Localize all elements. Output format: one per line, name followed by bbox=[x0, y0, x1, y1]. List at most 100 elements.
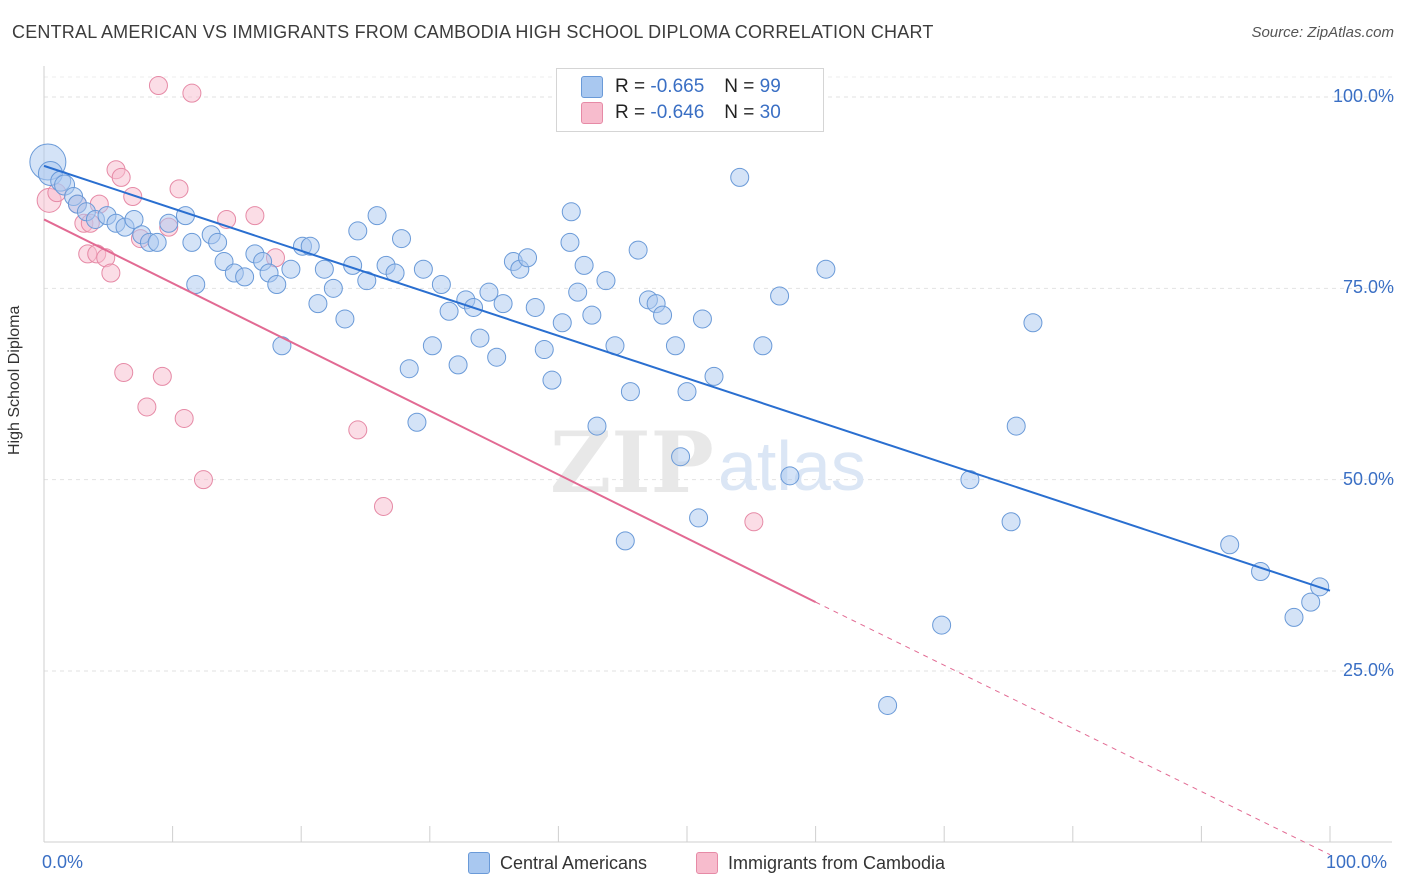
data-point bbox=[1284, 607, 1304, 627]
data-point bbox=[816, 259, 836, 279]
n-label: N = bbox=[724, 102, 755, 123]
data-point bbox=[470, 328, 490, 348]
series-legend: Central Americans Immigrants from Cambod… bbox=[0, 852, 1406, 876]
y-tick-label: 50.0% bbox=[1342, 468, 1394, 489]
y-axis-label: High School Diploma bbox=[6, 305, 23, 455]
data-point bbox=[704, 366, 724, 386]
r-value: -0.665 bbox=[650, 76, 705, 97]
legend-label: Immigrants from Cambodia bbox=[728, 852, 946, 873]
data-point bbox=[689, 508, 709, 528]
data-point bbox=[281, 259, 301, 279]
data-point bbox=[1001, 512, 1021, 532]
data-point bbox=[628, 240, 648, 260]
data-point bbox=[124, 209, 144, 229]
data-point bbox=[448, 355, 468, 375]
data-point bbox=[1301, 592, 1321, 612]
watermark-atlas: atlas bbox=[718, 427, 866, 505]
data-point bbox=[770, 286, 790, 306]
data-point bbox=[596, 271, 616, 291]
data-point bbox=[182, 83, 202, 103]
data-point bbox=[677, 382, 697, 402]
data-point bbox=[374, 496, 394, 516]
data-point bbox=[335, 309, 355, 329]
legend-item-cambodia: Immigrants from Cambodia bbox=[696, 852, 945, 874]
r-label: R = bbox=[615, 102, 646, 123]
data-point bbox=[1023, 313, 1043, 333]
data-point bbox=[493, 294, 513, 314]
data-point bbox=[182, 232, 202, 252]
r-value: -0.646 bbox=[650, 102, 705, 123]
data-point bbox=[932, 615, 952, 635]
data-point bbox=[479, 282, 499, 302]
data-point bbox=[367, 206, 387, 226]
data-point bbox=[422, 336, 442, 356]
data-point bbox=[392, 229, 412, 249]
correlation-legend: R = -0.665 N = 99 R = -0.646 N = 30 bbox=[556, 68, 824, 132]
trend-line bbox=[43, 164, 1331, 592]
data-point bbox=[431, 275, 451, 295]
data-point bbox=[300, 236, 320, 256]
n-label: N = bbox=[724, 76, 755, 97]
data-point bbox=[348, 420, 368, 440]
data-point bbox=[560, 232, 580, 252]
legend-swatch-cambodia bbox=[696, 852, 718, 874]
data-point bbox=[620, 382, 640, 402]
data-point bbox=[671, 447, 691, 467]
data-point bbox=[245, 206, 265, 226]
legend-row-cambodia: R = -0.646 N = 30 bbox=[581, 101, 781, 125]
data-point bbox=[111, 167, 131, 187]
y-tick-label: 75.0% bbox=[1342, 277, 1394, 298]
data-point bbox=[123, 186, 143, 206]
y-tick-label: 100.0% bbox=[1332, 86, 1394, 106]
data-point bbox=[235, 267, 255, 287]
data-point bbox=[878, 695, 898, 715]
data-point bbox=[272, 336, 292, 356]
data-point bbox=[744, 512, 764, 532]
data-point bbox=[525, 297, 545, 317]
data-point bbox=[159, 213, 179, 233]
data-point bbox=[665, 336, 685, 356]
legend-swatch-central-americans bbox=[581, 76, 603, 98]
data-point bbox=[137, 397, 157, 417]
data-point bbox=[308, 294, 328, 314]
legend-item-central-americans: Central Americans bbox=[468, 852, 647, 874]
data-point bbox=[1006, 416, 1026, 436]
data-point bbox=[542, 370, 562, 390]
source-note: Source: ZipAtlas.com bbox=[1251, 24, 1394, 41]
chart-title: CENTRAL AMERICAN VS IMMIGRANTS FROM CAMB… bbox=[12, 22, 934, 42]
data-point bbox=[169, 179, 189, 199]
legend-row-central-americans: R = -0.665 N = 99 bbox=[581, 75, 781, 99]
data-point bbox=[147, 232, 167, 252]
data-point bbox=[487, 347, 507, 367]
data-point bbox=[101, 263, 121, 283]
trend-line bbox=[43, 218, 817, 604]
legend-swatch-central-americans bbox=[468, 852, 490, 874]
y-tick-label: 25.0% bbox=[1342, 660, 1394, 680]
data-point bbox=[587, 416, 607, 436]
data-point bbox=[1220, 535, 1240, 555]
data-point bbox=[208, 232, 228, 252]
n-value: 99 bbox=[759, 76, 781, 97]
data-point bbox=[518, 248, 538, 268]
data-point bbox=[186, 275, 206, 295]
data-point bbox=[348, 221, 368, 241]
data-point bbox=[152, 366, 172, 386]
data-point bbox=[653, 305, 673, 325]
data-point bbox=[561, 202, 581, 222]
data-point bbox=[314, 259, 334, 279]
data-point bbox=[174, 408, 194, 428]
x-tick-label-min: 0.0% bbox=[42, 852, 84, 872]
data-point bbox=[193, 470, 213, 490]
data-point bbox=[399, 359, 419, 379]
data-point bbox=[267, 275, 287, 295]
data-point bbox=[552, 313, 572, 333]
data-point bbox=[780, 466, 800, 486]
n-value: 30 bbox=[759, 102, 781, 123]
data-point bbox=[413, 259, 433, 279]
data-point bbox=[753, 336, 773, 356]
data-point bbox=[568, 282, 588, 302]
data-point bbox=[148, 76, 168, 96]
data-point bbox=[439, 301, 459, 321]
r-label: R = bbox=[615, 76, 646, 97]
